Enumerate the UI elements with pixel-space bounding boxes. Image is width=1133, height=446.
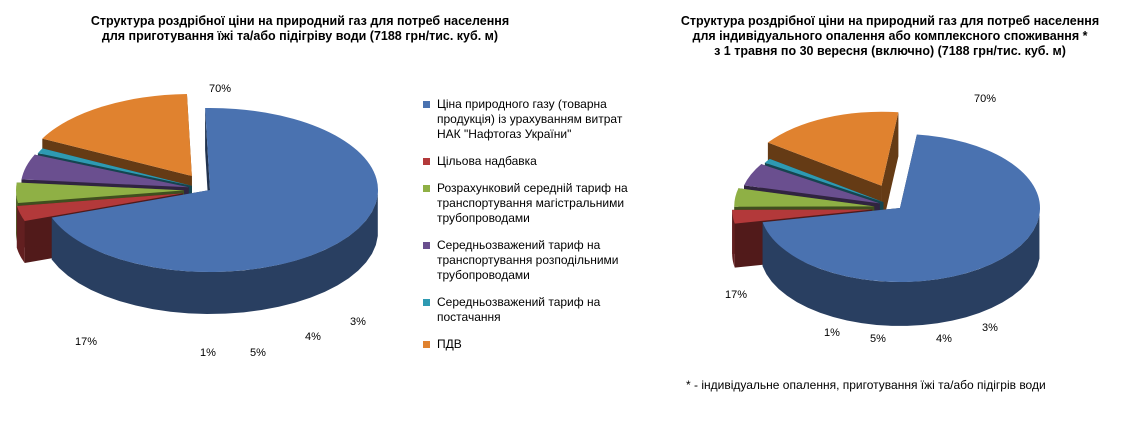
legend-item-gas-price: Ціна природного газу (товарна продукція)… <box>423 97 663 142</box>
data-label-distribution: 5% <box>250 347 266 359</box>
legend-item-target-surcharge: Цільова надбавка <box>423 154 663 169</box>
slice-gas-price <box>762 134 1041 326</box>
data-label-vat: 17% <box>75 336 97 348</box>
legend-item-distribution: Середньозважений тариф на транспортуванн… <box>423 238 663 283</box>
data-label-main-transport: 4% <box>305 331 321 343</box>
legend-label: Середньозважений тариф на постачання <box>437 295 601 324</box>
data-label-gas-price: 70% <box>974 93 996 105</box>
legend-swatch <box>423 185 430 192</box>
legend-label: Середньозважений тариф на транспортуванн… <box>437 238 619 282</box>
legend-item-main-transport: Розрахунковий середній тариф на транспор… <box>423 181 663 226</box>
data-label-target-surcharge: 3% <box>350 316 366 328</box>
legend-swatch <box>423 341 430 348</box>
data-label-supply: 1% <box>824 327 840 339</box>
footnote: * - індивідуальне опалення, приготування… <box>686 378 1046 392</box>
data-label-vat: 17% <box>725 289 747 301</box>
chart-1-title: Структура роздрібної ціни на природний г… <box>90 14 510 43</box>
legend-swatch <box>423 158 430 165</box>
chart-2-title: Структура роздрібної ціни на природний г… <box>680 14 1100 58</box>
legend-label: Розрахунковий середній тариф на транспор… <box>437 181 628 225</box>
legend-item-supply: Середньозважений тариф на постачання <box>423 295 663 325</box>
legend: Ціна природного газу (товарна продукція)… <box>423 97 663 364</box>
data-label-main-transport: 4% <box>936 333 952 345</box>
data-label-distribution: 5% <box>870 333 886 345</box>
legend-label: Ціна природного газу (товарна продукція)… <box>437 97 623 141</box>
legend-swatch <box>423 101 430 108</box>
legend-swatch <box>423 299 430 306</box>
slice-gas-price <box>51 108 379 314</box>
legend-swatch <box>423 242 430 249</box>
data-label-target-surcharge: 3% <box>982 322 998 334</box>
legend-label: ПДВ <box>437 337 462 351</box>
legend-label: Цільова надбавка <box>437 154 537 168</box>
data-label-supply: 1% <box>200 347 216 359</box>
legend-item-vat: ПДВ <box>423 337 663 352</box>
data-label-gas-price: 70% <box>209 83 231 95</box>
